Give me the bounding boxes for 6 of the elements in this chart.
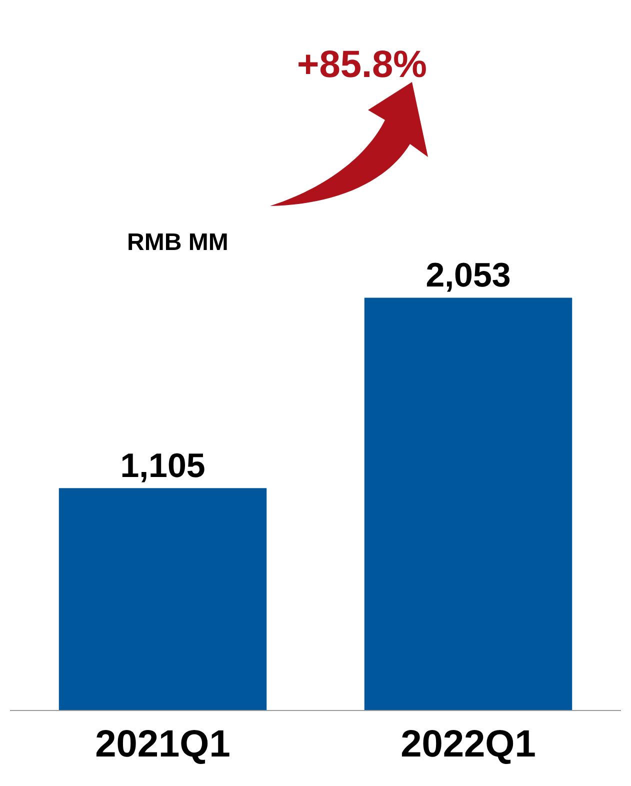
data-label: 2,053: [426, 256, 511, 295]
x-tick-label: 2022Q1: [400, 724, 536, 766]
text: RMB MM: [127, 229, 228, 256]
data-label: 1,105: [120, 447, 206, 486]
x-tick-label: 2021Q1: [95, 724, 230, 766]
text: +85.8%: [297, 44, 427, 86]
